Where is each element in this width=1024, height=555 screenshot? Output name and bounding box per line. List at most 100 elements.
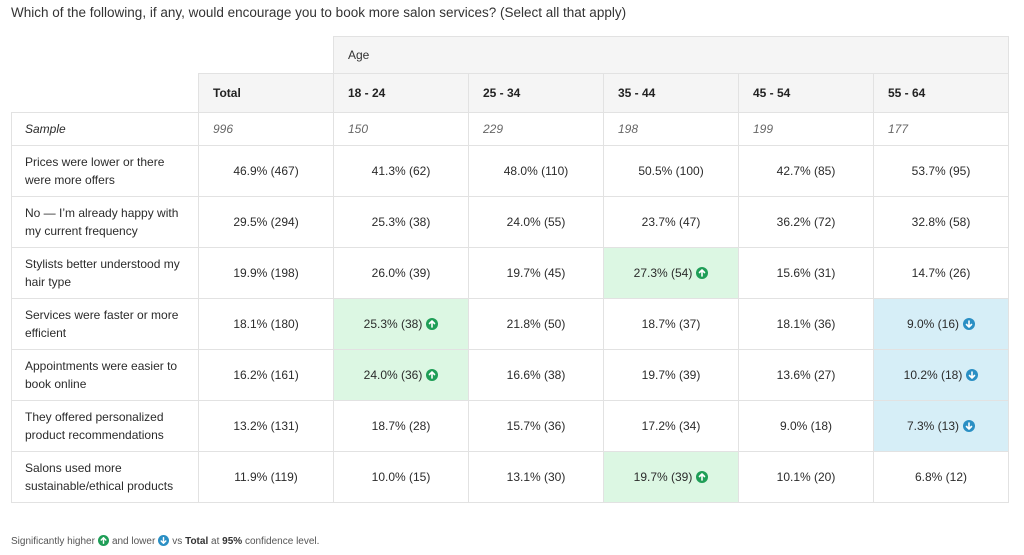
arrow-up-icon <box>97 535 109 546</box>
cell-value: 19.7% (45) <box>506 266 566 280</box>
table-cell: 11.9% (119) <box>198 451 334 503</box>
table-cell: 50.5% (100) <box>603 145 739 197</box>
legend-text-lower: and lower <box>111 536 156 547</box>
legend-text-confidence: confidence level. <box>244 536 320 547</box>
table-cell: 13.2% (131) <box>198 400 334 452</box>
table-row: Services were faster or more efficient 18… <box>11 298 1009 350</box>
legend-text-higher: Significantly higher <box>11 536 95 547</box>
table-cell: 42.7% (85) <box>738 145 874 197</box>
data-rows: Prices were lower or there were more off… <box>11 145 1009 503</box>
table-cell: 26.0% (39) <box>333 247 469 299</box>
row-label: Appointments were easier to book online <box>11 349 199 401</box>
table-cell: 25.3% (38) <box>333 196 469 248</box>
cell-value: 10.0% (15) <box>371 470 431 484</box>
sample-value: 198 <box>603 112 739 146</box>
cell-value: 6.8% (12) <box>914 470 968 484</box>
table-row: Prices were lower or there were more off… <box>11 145 1009 197</box>
cell-value: 7.3% (13) <box>906 419 960 433</box>
table-row: Salons used more sustainable/ethical pro… <box>11 451 1009 503</box>
cell-value: 41.3% (62) <box>371 164 431 178</box>
cell-value: 15.7% (36) <box>506 419 566 433</box>
arrow-up-icon <box>696 471 709 483</box>
arrow-up-icon <box>426 369 439 381</box>
sample-value: 199 <box>738 112 874 146</box>
table-cell: 32.8% (58) <box>873 196 1009 248</box>
table-cell: 46.9% (467) <box>198 145 334 197</box>
legend-total-word: Total <box>185 536 209 547</box>
cell-value: 9.0% (16) <box>906 317 960 331</box>
column-header-total: Total <box>198 73 334 113</box>
table-cell: 14.7% (26) <box>873 247 1009 299</box>
cell-value: 36.2% (72) <box>776 215 836 229</box>
table-cell: 18.1% (180) <box>198 298 334 350</box>
column-header-25-34: 25 - 34 <box>468 73 604 113</box>
cell-value: 13.2% (131) <box>233 419 299 433</box>
cell-value: 18.1% (36) <box>776 317 836 331</box>
cell-value: 29.5% (294) <box>233 215 299 229</box>
cell-value: 14.7% (26) <box>911 266 971 280</box>
cell-value: 13.6% (27) <box>776 368 836 382</box>
arrow-down-icon <box>963 318 976 330</box>
cell-value: 25.3% (38) <box>371 215 431 229</box>
row-label-spacer <box>12 74 199 113</box>
table-cell: 13.6% (27) <box>738 349 874 401</box>
sample-value: 229 <box>468 112 604 146</box>
column-header-18-24: 18 - 24 <box>333 73 469 113</box>
table-row: Stylists better understood my hair type 1… <box>11 247 1009 299</box>
row-label: Prices were lower or there were more off… <box>11 145 199 197</box>
cell-value: 50.5% (100) <box>638 164 704 178</box>
cell-value: 17.2% (34) <box>641 419 701 433</box>
table-cell: 16.2% (161) <box>198 349 334 401</box>
cell-value: 27.3% (54) <box>633 266 693 280</box>
table-cell: 13.1% (30) <box>468 451 604 503</box>
row-label: Stylists better understood my hair type <box>11 247 199 299</box>
cell-value: 19.7% (39) <box>641 368 701 382</box>
table-cell: 24.0% (36) <box>333 349 469 401</box>
sample-value: 996 <box>198 112 334 146</box>
cell-value: 23.7% (47) <box>641 215 701 229</box>
table-cell: 36.2% (72) <box>738 196 874 248</box>
cell-value: 18.1% (180) <box>233 317 299 331</box>
table-cell: 15.7% (36) <box>468 400 604 452</box>
table-cell: 24.0% (55) <box>468 196 604 248</box>
legend-text-at: at <box>211 536 220 547</box>
cell-value: 19.7% (39) <box>633 470 693 484</box>
row-label: Salons used more sustainable/ethical pro… <box>11 451 199 503</box>
cell-value: 11.9% (119) <box>234 470 298 484</box>
table-cell: 17.2% (34) <box>603 400 739 452</box>
sample-value: 177 <box>873 112 1009 146</box>
table-cell: 16.6% (38) <box>468 349 604 401</box>
row-label: No — I’m already happy with my current f… <box>11 196 199 248</box>
arrow-down-icon <box>158 535 170 546</box>
table-cell: 19.7% (45) <box>468 247 604 299</box>
table-cell: 18.1% (36) <box>738 298 874 350</box>
arrow-down-icon <box>963 420 976 432</box>
significance-legend: Significantly higher and lower vs Total at… <box>11 535 319 547</box>
table-cell: 21.8% (50) <box>468 298 604 350</box>
table-cell: 29.5% (294) <box>198 196 334 248</box>
cell-value: 26.0% (39) <box>371 266 431 280</box>
cell-value: 46.9% (467) <box>233 164 299 178</box>
table-cell: 6.8% (12) <box>873 451 1009 503</box>
cell-value: 15.6% (31) <box>776 266 836 280</box>
cell-value: 24.0% (55) <box>506 215 566 229</box>
sample-value: 150 <box>333 112 469 146</box>
table-cell: 41.3% (62) <box>333 145 469 197</box>
cell-value: 16.6% (38) <box>506 368 566 382</box>
cell-value: 53.7% (95) <box>911 164 971 178</box>
arrow-up-icon <box>696 267 709 279</box>
row-label: They offered personalized product recomm… <box>11 400 199 452</box>
table-cell: 19.7% (39) <box>603 349 739 401</box>
table-row: Appointments were easier to book online 1… <box>11 349 1009 401</box>
cell-value: 10.1% (20) <box>776 470 836 484</box>
arrow-down-icon <box>966 369 979 381</box>
table-cell: 9.0% (18) <box>738 400 874 452</box>
age-group-header: Age <box>333 36 1009 74</box>
cell-value: 42.7% (85) <box>776 164 836 178</box>
header-spacer <box>12 37 334 74</box>
table-row: No — I’m already happy with my current f… <box>11 196 1009 248</box>
table-cell: 10.2% (18) <box>873 349 1009 401</box>
table-row: They offered personalized product recomm… <box>11 400 1009 452</box>
table-cell: 19.9% (198) <box>198 247 334 299</box>
table-cell: 48.0% (110) <box>468 145 604 197</box>
